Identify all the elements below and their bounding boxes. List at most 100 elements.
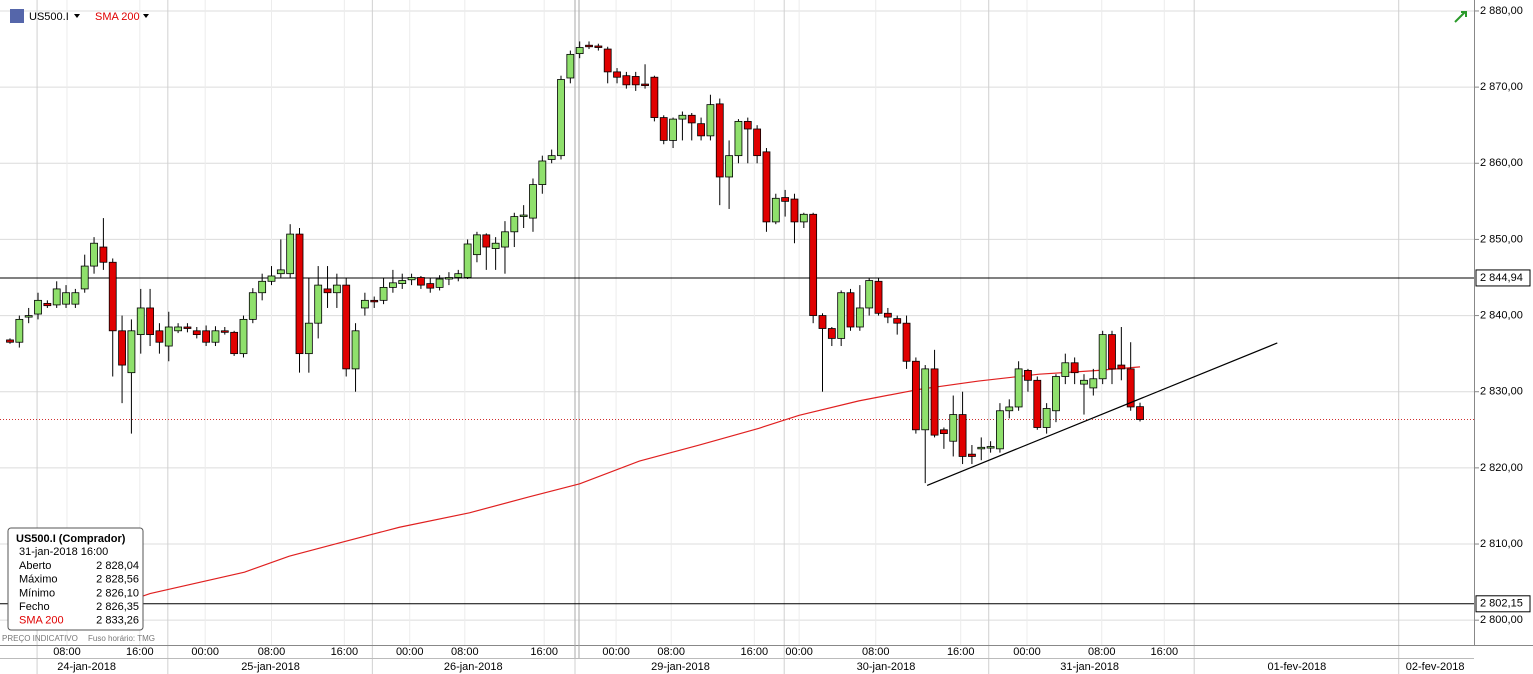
- candle-body: [958, 414, 967, 457]
- candle-body: [118, 330, 126, 366]
- candle-body: [24, 315, 33, 318]
- date-label: 24-jan-2018: [57, 661, 116, 673]
- candle-body: [267, 275, 276, 282]
- candle-body: [360, 299, 369, 309]
- candle-body: [482, 234, 491, 248]
- symbol-name[interactable]: US500.I: [29, 11, 69, 23]
- candle-body: [202, 330, 211, 343]
- candle-body: [968, 453, 976, 457]
- price-level-box: [1475, 269, 1531, 287]
- candle-body: [435, 278, 444, 288]
- dropdown-arrow[interactable]: [143, 14, 149, 18]
- candle-body: [304, 322, 313, 355]
- candle-body: [6, 339, 14, 343]
- candle-body: [90, 242, 98, 267]
- candle-body: [407, 277, 416, 281]
- info-value: 2 828,56: [96, 574, 139, 586]
- candle-body: [155, 330, 164, 343]
- candle-body: [659, 117, 668, 141]
- candle-body: [809, 213, 818, 316]
- info-time: 31-jan-2018 16:00: [19, 546, 108, 558]
- price-level-label: 2 844,94: [1480, 272, 1523, 284]
- date-label: 30-jan-2018: [857, 661, 916, 673]
- candle-body: [725, 155, 734, 178]
- y-tick-label: 2 860,00: [1480, 157, 1523, 169]
- candle-body: [603, 48, 612, 73]
- candle-body: [538, 160, 547, 185]
- candle-body: [519, 214, 528, 217]
- date-label: 01-fev-2018: [1268, 661, 1327, 673]
- x-tick-label: 16:00: [1151, 646, 1179, 658]
- y-tick-label: 2 840,00: [1480, 309, 1523, 321]
- candle-body: [585, 44, 593, 48]
- info-value: 2 826,35: [96, 601, 139, 613]
- candle-body: [15, 318, 24, 343]
- x-tick-label: 00:00: [602, 646, 630, 658]
- candle-body: [799, 213, 808, 223]
- y-tick-label: 2 880,00: [1480, 5, 1523, 17]
- candle-body: [1117, 364, 1126, 370]
- candle-body: [790, 198, 799, 223]
- info-title: US500.I (Comprador): [16, 533, 126, 545]
- candle-body: [1080, 379, 1088, 385]
- candle-body: [34, 299, 42, 315]
- candle-body: [883, 312, 892, 318]
- x-tick-label: 08:00: [451, 646, 479, 658]
- candle-body: [594, 45, 603, 48]
- x-tick-label: 16:00: [530, 646, 558, 658]
- x-tick-label: 16:00: [947, 646, 975, 658]
- candle-body: [43, 302, 52, 307]
- y-tick-label: 2 870,00: [1480, 81, 1523, 93]
- candle-body: [332, 284, 341, 294]
- candle-body: [80, 265, 89, 290]
- candle-body: [893, 318, 902, 324]
- candle-body: [622, 75, 631, 86]
- dropdown-arrow[interactable]: [74, 14, 80, 18]
- candle-body: [164, 326, 173, 347]
- info-label: Mínimo: [19, 587, 55, 599]
- candle-body: [641, 83, 649, 86]
- candle-body: [697, 123, 705, 137]
- info-label: SMA 200: [19, 615, 64, 627]
- candle-body: [566, 53, 575, 79]
- info-label: Aberto: [19, 560, 51, 572]
- x-tick-label: 00:00: [191, 646, 219, 658]
- candle-body: [940, 429, 948, 435]
- y-tick-label: 2 830,00: [1480, 386, 1523, 398]
- candle-body: [379, 286, 388, 301]
- candle-body: [314, 284, 323, 324]
- symbol-icon: [10, 9, 24, 23]
- y-tick-label: 2 820,00: [1480, 462, 1523, 474]
- candle-body: [921, 368, 930, 431]
- candle-body: [426, 283, 435, 289]
- candle-body: [295, 233, 304, 355]
- candle-body: [239, 318, 248, 355]
- candle-body: [230, 331, 239, 355]
- candle-body: [818, 315, 827, 329]
- candle-body: [501, 231, 509, 248]
- x-tick-label: 16:00: [126, 646, 154, 658]
- x-tick-label: 16:00: [331, 646, 359, 658]
- x-tick-label: 08:00: [258, 646, 286, 658]
- info-box-frame: [7, 527, 144, 631]
- candle-body: [1098, 334, 1107, 380]
- sma-line: [59, 366, 1141, 626]
- candle-body: [491, 242, 500, 249]
- info-box: US500.I (Comprador)31-jan-2018 16:00 Aber…: [7, 527, 144, 631]
- info-label: Fecho: [19, 601, 50, 613]
- candle-body: [108, 261, 117, 332]
- candle-body: [71, 292, 80, 305]
- candle-body: [650, 76, 659, 118]
- x-tick-label: 16:00: [741, 646, 769, 658]
- legend[interactable]: US500.I SMA 200: [10, 9, 149, 23]
- candle-body: [846, 292, 855, 328]
- candle-body: [417, 277, 425, 286]
- indicator-name[interactable]: SMA 200: [95, 11, 140, 23]
- candle-body: [174, 326, 183, 332]
- candle-body: [865, 280, 874, 309]
- candle-body: [1014, 368, 1023, 408]
- candle-body: [557, 79, 565, 157]
- candle-body: [351, 330, 360, 370]
- candle-body: [1033, 379, 1042, 428]
